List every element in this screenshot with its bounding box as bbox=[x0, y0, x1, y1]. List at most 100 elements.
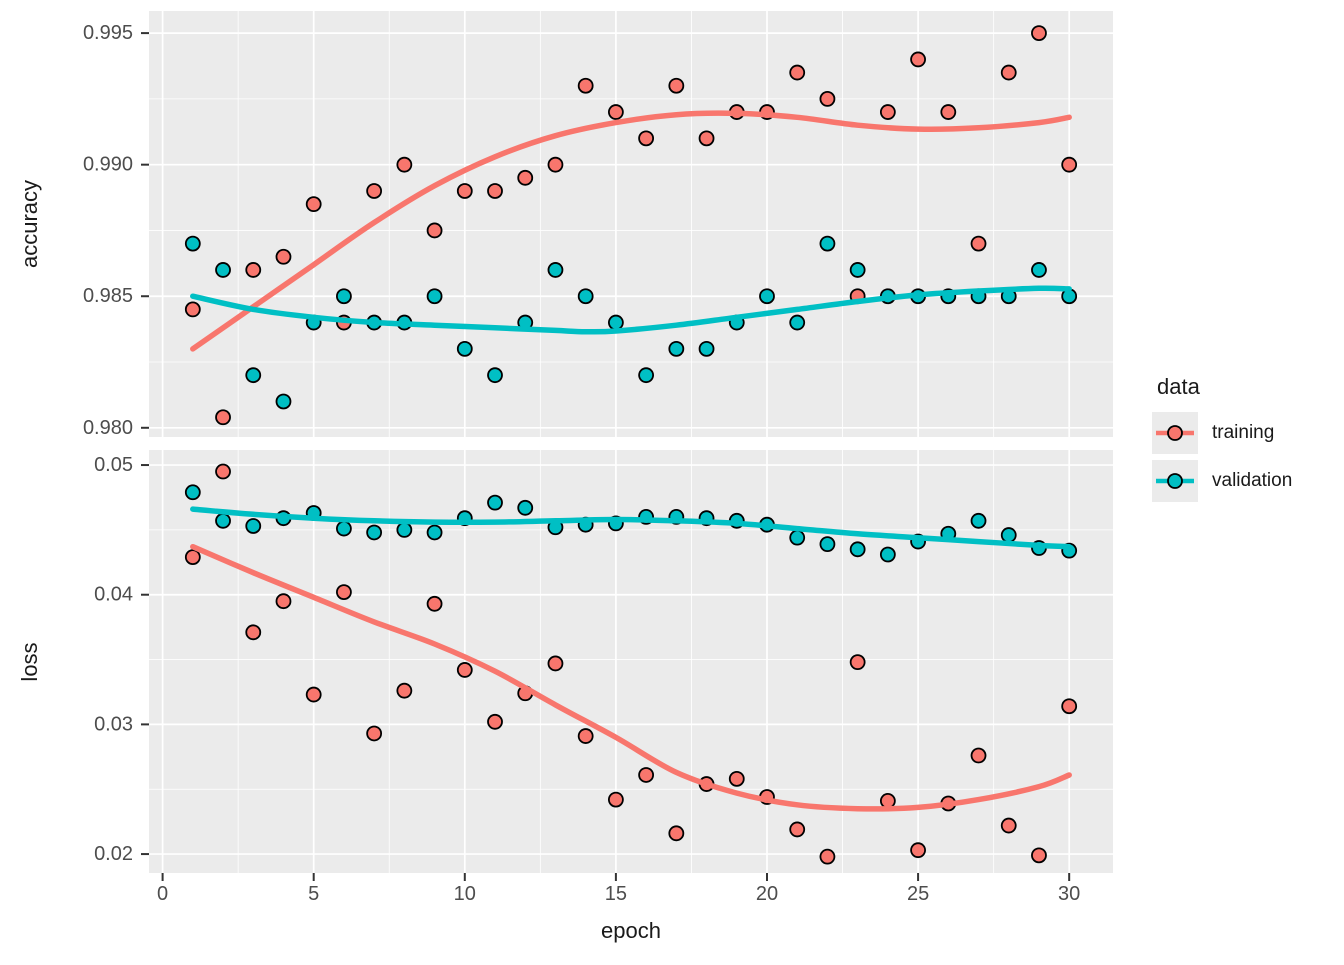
point-training-accuracy bbox=[879, 104, 896, 120]
point-validation-loss bbox=[879, 546, 896, 563]
point-training-accuracy bbox=[698, 130, 715, 147]
point-validation-accuracy bbox=[215, 262, 231, 278]
y-tick-label: 0.980 bbox=[83, 417, 133, 439]
legend-item-validation: validation bbox=[1152, 460, 1292, 502]
point-training-loss bbox=[970, 747, 987, 764]
point-training-loss bbox=[456, 662, 473, 678]
point-training-accuracy bbox=[607, 104, 624, 120]
point-validation-accuracy bbox=[487, 367, 503, 384]
y-tick-label: 0.995 bbox=[83, 22, 133, 44]
point-training-loss bbox=[1000, 817, 1017, 834]
point-validation-accuracy bbox=[698, 340, 715, 357]
point-training-accuracy bbox=[366, 183, 383, 199]
point-training-accuracy bbox=[819, 90, 836, 107]
point-training-loss bbox=[819, 848, 836, 865]
legend-label-training: training bbox=[1212, 422, 1275, 443]
smooth-line-training-loss bbox=[190, 543, 1072, 812]
x-tick-label: 15 bbox=[605, 883, 627, 905]
point-training-loss bbox=[547, 655, 564, 672]
point-validation-accuracy bbox=[577, 288, 594, 305]
point-validation-loss bbox=[426, 524, 443, 541]
point-validation-accuracy bbox=[426, 288, 443, 305]
point-training-accuracy bbox=[305, 196, 322, 213]
smooth-line-training-accuracy bbox=[190, 110, 1072, 352]
point-training-accuracy bbox=[577, 77, 594, 94]
y-axis-title-accuracy: accuracy bbox=[17, 179, 42, 269]
point-training-loss bbox=[910, 842, 926, 859]
point-training-loss bbox=[879, 793, 896, 809]
y-tick-label: 0.990 bbox=[83, 154, 133, 176]
point-validation-loss bbox=[336, 520, 352, 537]
point-training-accuracy bbox=[245, 262, 262, 278]
point-training-accuracy bbox=[456, 183, 473, 199]
point-training-loss bbox=[275, 593, 292, 610]
point-validation-loss bbox=[789, 529, 806, 546]
x-tick-label: 10 bbox=[454, 883, 476, 905]
point-training-loss bbox=[728, 770, 745, 787]
point-validation-accuracy bbox=[668, 340, 685, 357]
point-training-loss bbox=[305, 686, 322, 703]
point-validation-accuracy bbox=[1031, 262, 1047, 278]
point-training-loss bbox=[1031, 847, 1047, 864]
x-tick-label: 25 bbox=[907, 883, 929, 905]
point-training-loss bbox=[366, 725, 383, 742]
point-training-accuracy bbox=[426, 222, 443, 239]
point-validation-loss bbox=[245, 518, 262, 534]
point-training-accuracy bbox=[215, 409, 231, 426]
point-training-accuracy bbox=[970, 235, 987, 252]
point-training-loss bbox=[789, 821, 806, 838]
point-validation-accuracy bbox=[547, 262, 564, 278]
point-validation-accuracy bbox=[789, 314, 806, 331]
point-training-loss bbox=[336, 584, 352, 601]
point-training-loss bbox=[668, 825, 685, 842]
legend-item-training: training bbox=[1152, 412, 1292, 454]
point-validation-loss bbox=[215, 512, 231, 529]
point-training-accuracy bbox=[396, 156, 413, 173]
point-training-accuracy bbox=[1031, 25, 1047, 42]
point-training-accuracy bbox=[547, 156, 564, 173]
point-validation-accuracy bbox=[607, 314, 624, 331]
point-validation-loss bbox=[396, 521, 413, 538]
point-training-accuracy bbox=[789, 64, 806, 81]
smooth-line-validation-accuracy bbox=[190, 285, 1072, 335]
point-validation-accuracy bbox=[456, 340, 473, 357]
point-validation-accuracy bbox=[759, 288, 775, 305]
y-axis-title-loss: loss bbox=[17, 642, 42, 682]
point-validation-loss bbox=[819, 536, 836, 553]
legend-key-training-icon bbox=[1152, 412, 1198, 454]
x-tick-label: 5 bbox=[308, 883, 319, 905]
point-validation-accuracy bbox=[184, 235, 201, 252]
panel-background-accuracy bbox=[149, 11, 1113, 437]
y-tick-label: 0.02 bbox=[94, 843, 133, 865]
y-tick-label: 0.04 bbox=[94, 584, 133, 606]
point-validation-loss bbox=[849, 541, 866, 558]
point-validation-loss bbox=[366, 524, 383, 541]
x-tick-label: 20 bbox=[756, 883, 778, 905]
point-training-accuracy bbox=[668, 77, 685, 94]
point-validation-loss bbox=[1000, 527, 1017, 543]
point-training-loss bbox=[426, 595, 443, 612]
point-training-loss bbox=[487, 713, 503, 730]
x-tick-label: 30 bbox=[1058, 883, 1080, 905]
point-training-loss bbox=[215, 463, 231, 480]
point-training-loss bbox=[849, 654, 866, 671]
smooth-line-validation-loss bbox=[190, 506, 1072, 550]
x-axis-title: epoch bbox=[601, 918, 661, 943]
point-validation-accuracy bbox=[336, 288, 352, 305]
point-training-loss bbox=[638, 767, 655, 783]
legend-key-validation-icon bbox=[1152, 460, 1198, 502]
point-training-loss bbox=[577, 728, 594, 744]
point-validation-loss bbox=[970, 512, 987, 529]
point-training-accuracy bbox=[940, 104, 957, 120]
point-training-loss bbox=[184, 549, 201, 566]
point-validation-accuracy bbox=[638, 367, 655, 384]
point-validation-accuracy bbox=[849, 262, 866, 278]
point-validation-accuracy bbox=[275, 393, 292, 410]
point-training-accuracy bbox=[1000, 64, 1017, 81]
point-training-accuracy bbox=[1061, 156, 1078, 173]
point-training-accuracy bbox=[487, 183, 503, 199]
point-training-loss bbox=[245, 624, 262, 641]
legend: data training validation bbox=[1152, 374, 1292, 508]
